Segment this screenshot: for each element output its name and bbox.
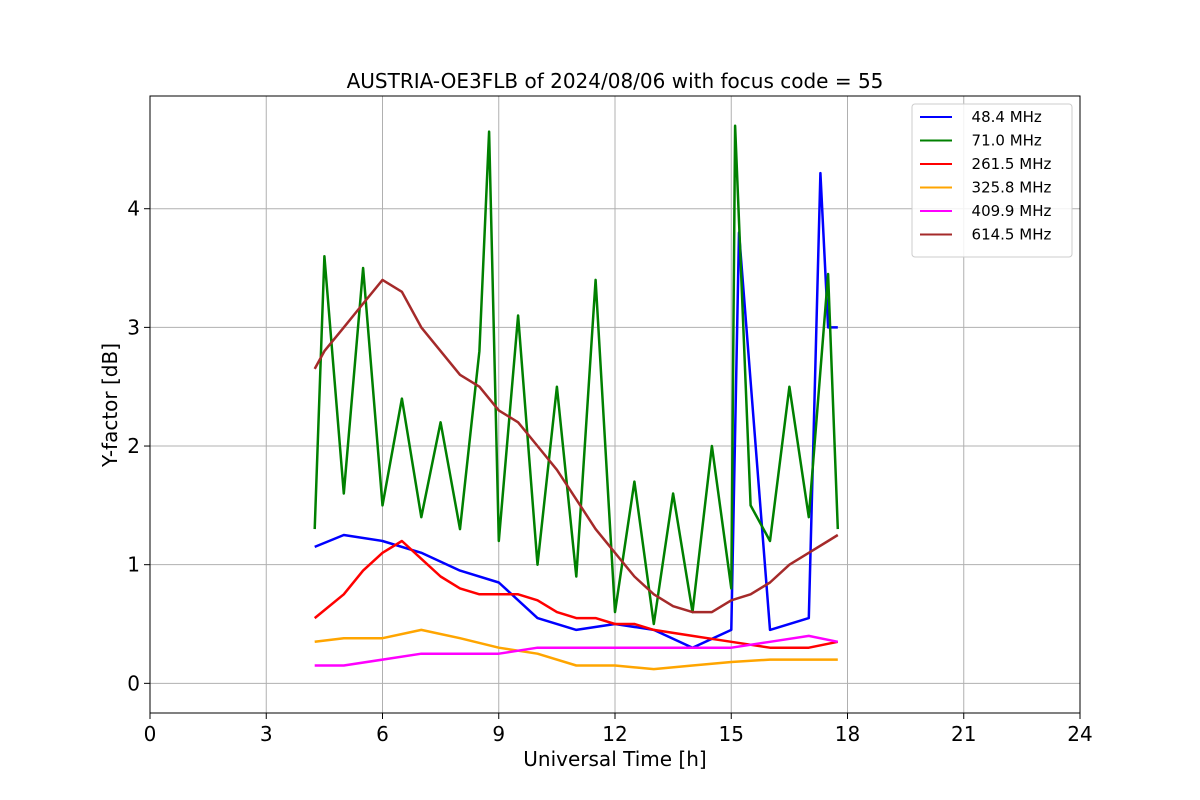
x-axis: 0 3 6 9 12 15 18 21 24	[144, 713, 1093, 746]
y-tick-label: 1	[127, 553, 140, 577]
x-axis-label: Universal Time [h]	[523, 747, 706, 771]
series-line-3	[314, 628, 838, 671]
y-tick-label: 4	[127, 197, 140, 221]
legend: 48.4 MHz 71.0 MHz 261.5 MHz 325.8 MHz 40…	[911, 103, 1073, 258]
x-tick-label: 21	[951, 722, 976, 746]
series-line-5	[313, 278, 839, 614]
x-tick-label: 9	[492, 722, 505, 746]
y-tick-label: 3	[127, 315, 140, 339]
chart-title: AUSTRIA-OE3FLB of 2024/08/06 with focus …	[347, 69, 884, 93]
legend-entry-label: 614.5 MHz	[962, 226, 1051, 244]
y-axis: 0 1 2 3 4	[127, 197, 150, 695]
x-tick-label: 24	[1067, 722, 1092, 746]
series-line-2	[313, 539, 839, 649]
series-line-4	[314, 634, 839, 667]
legend-entry-label: 71.0 MHz	[962, 132, 1042, 150]
x-tick-label: 3	[260, 722, 273, 746]
x-tick-label: 12	[602, 722, 627, 746]
legend-entry-label: 325.8 MHz	[962, 179, 1051, 197]
x-tick-label: 18	[835, 722, 860, 746]
x-tick-label: 0	[144, 722, 157, 746]
legend-entry-label: 409.9 MHz	[962, 202, 1051, 220]
x-tick-label: 6	[376, 722, 389, 746]
y-tick-label: 0	[127, 671, 140, 695]
series-line-0	[314, 171, 838, 649]
legend-box	[911, 103, 1073, 258]
legend-entry-label: 48.4 MHz	[962, 108, 1042, 126]
series-line-1	[313, 124, 840, 626]
legend-entry-label: 261.5 MHz	[962, 155, 1051, 173]
x-tick-label: 15	[719, 722, 744, 746]
y-axis-label: Y-factor [dB]	[98, 343, 122, 468]
series-layer	[313, 124, 840, 671]
y-tick-label: 2	[127, 434, 140, 458]
